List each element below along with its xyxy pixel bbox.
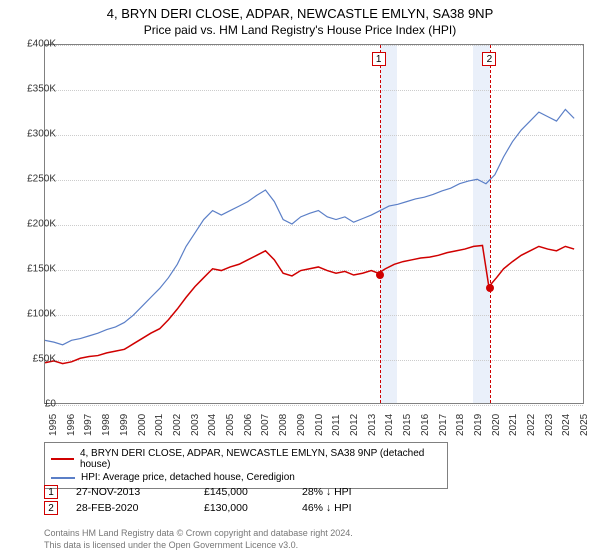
- legend-box: 4, BRYN DERI CLOSE, ADPAR, NEWCASTLE EML…: [44, 442, 448, 489]
- x-axis-label: 2010: [314, 414, 325, 436]
- series-svg: [45, 45, 583, 403]
- sale-diff: 46% ↓ HPI: [302, 502, 402, 514]
- footer-line: This data is licensed under the Open Gov…: [44, 540, 353, 552]
- y-axis-label: £400K: [16, 39, 56, 50]
- sale-price: £145,000: [204, 486, 284, 498]
- legend-label: 4, BRYN DERI CLOSE, ADPAR, NEWCASTLE EML…: [80, 448, 441, 470]
- x-axis-label: 2016: [420, 414, 431, 436]
- chart-title: 4, BRYN DERI CLOSE, ADPAR, NEWCASTLE EML…: [0, 0, 600, 21]
- legend-item: 4, BRYN DERI CLOSE, ADPAR, NEWCASTLE EML…: [51, 447, 441, 471]
- x-axis-label: 1996: [66, 414, 77, 436]
- x-axis-label: 2000: [137, 414, 148, 436]
- chart-container: 4, BRYN DERI CLOSE, ADPAR, NEWCASTLE EML…: [0, 0, 600, 560]
- chart-subtitle: Price paid vs. HM Land Registry's House …: [0, 21, 600, 41]
- legend-swatch: [51, 458, 74, 460]
- y-axis-label: £200K: [16, 219, 56, 230]
- legend-swatch: [51, 477, 75, 479]
- x-axis-label: 2008: [278, 414, 289, 436]
- x-axis-label: 2005: [225, 414, 236, 436]
- x-axis-label: 2011: [331, 414, 342, 436]
- series-hpi: [45, 109, 574, 344]
- y-axis-label: £50K: [16, 354, 56, 365]
- sale-marker-box: 2: [482, 52, 496, 66]
- y-axis-label: £0: [16, 399, 56, 410]
- sale-marker-box: 1: [372, 52, 386, 66]
- x-axis-label: 2023: [544, 414, 555, 436]
- y-axis-label: £250K: [16, 174, 56, 185]
- footer-attribution: Contains HM Land Registry data © Crown c…: [44, 528, 353, 551]
- x-axis-label: 1995: [48, 414, 59, 436]
- x-axis-label: 2006: [243, 414, 254, 436]
- legend-item: HPI: Average price, detached house, Cere…: [51, 471, 441, 484]
- x-axis-label: 2002: [172, 414, 183, 436]
- x-axis-label: 1998: [101, 414, 112, 436]
- x-axis-label: 2012: [349, 414, 360, 436]
- sale-marker-icon: 1: [44, 485, 58, 499]
- x-axis-label: 2018: [455, 414, 466, 436]
- x-axis-label: 2015: [402, 414, 413, 436]
- footer-line: Contains HM Land Registry data © Crown c…: [44, 528, 353, 540]
- sale-date: 27-NOV-2013: [76, 486, 186, 498]
- gridline: [45, 405, 583, 406]
- x-axis-label: 2019: [473, 414, 484, 436]
- x-axis-label: 2022: [526, 414, 537, 436]
- x-axis-label: 1999: [119, 414, 130, 436]
- plot-area: [44, 44, 584, 404]
- x-axis-label: 2020: [491, 414, 502, 436]
- x-axis-label: 2003: [190, 414, 201, 436]
- x-axis-label: 2009: [296, 414, 307, 436]
- x-axis-label: 2013: [367, 414, 378, 436]
- y-axis-label: £100K: [16, 309, 56, 320]
- sale-price: £130,000: [204, 502, 284, 514]
- sales-table: 1 27-NOV-2013 £145,000 28% ↓ HPI 2 28-FE…: [44, 484, 402, 516]
- sale-marker-icon: 2: [44, 501, 58, 515]
- x-axis-label: 2004: [207, 414, 218, 436]
- y-axis-label: £350K: [16, 84, 56, 95]
- x-axis-label: 2021: [508, 414, 519, 436]
- sales-row: 1 27-NOV-2013 £145,000 28% ↓ HPI: [44, 484, 402, 500]
- y-axis-label: £150K: [16, 264, 56, 275]
- legend-label: HPI: Average price, detached house, Cere…: [81, 472, 295, 483]
- x-axis-label: 2025: [579, 414, 590, 436]
- series-price_paid: [45, 245, 574, 363]
- x-axis-label: 2017: [438, 414, 449, 436]
- sale-diff: 28% ↓ HPI: [302, 486, 402, 498]
- x-axis-label: 2007: [260, 414, 271, 436]
- x-axis-label: 2024: [561, 414, 572, 436]
- x-axis-label: 1997: [83, 414, 94, 436]
- x-axis-label: 2001: [154, 414, 165, 436]
- y-axis-label: £300K: [16, 129, 56, 140]
- sale-date: 28-FEB-2020: [76, 502, 186, 514]
- x-axis-label: 2014: [384, 414, 395, 436]
- sales-row: 2 28-FEB-2020 £130,000 46% ↓ HPI: [44, 500, 402, 516]
